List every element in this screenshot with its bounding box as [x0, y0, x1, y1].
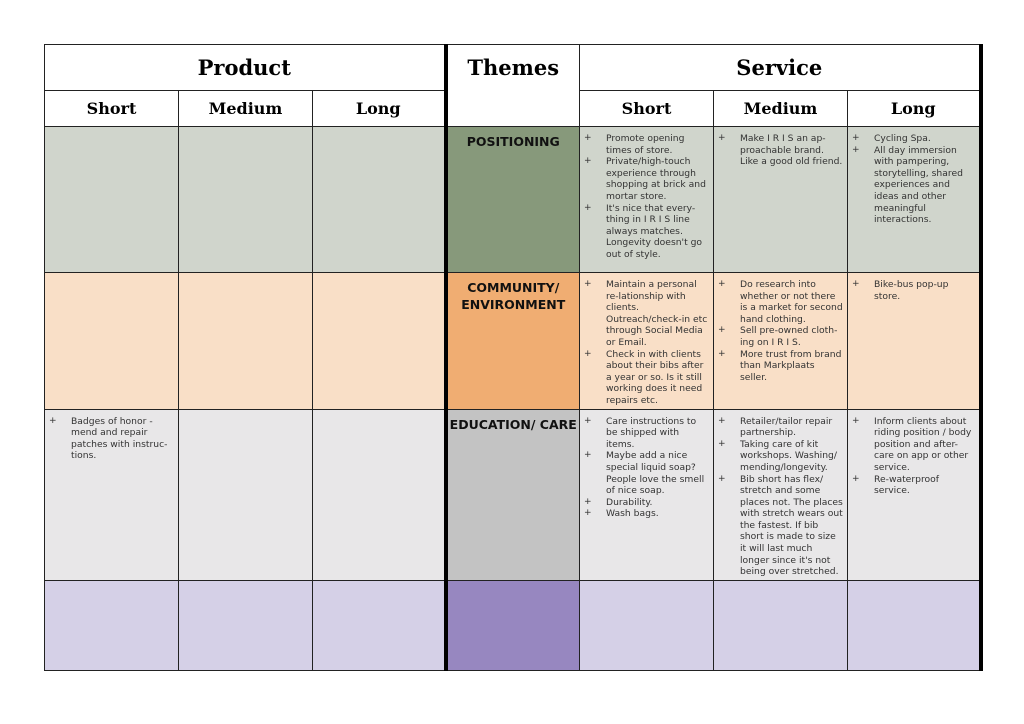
bullet-item: Sell pre-owned cloth-ing on I R I S.	[718, 325, 843, 348]
product-long-cell	[312, 408, 446, 581]
bullet-item: Maintain a personal re-lationship with c…	[584, 279, 709, 349]
product-short-header: Short	[44, 90, 179, 127]
service-long-cell: Cycling Spa.All day immersion with pampe…	[846, 126, 983, 273]
bullet-item: All day immersion with pampering, storyt…	[852, 145, 975, 226]
service-short-cell: Maintain a personal re-lationship with c…	[579, 272, 714, 410]
bullet-item: Maybe add a nice special liquid soap? Pe…	[584, 450, 709, 496]
product-medium-cell	[178, 408, 313, 581]
bullet-item: Re-waterproof service.	[852, 474, 975, 497]
product-header: Product	[44, 44, 446, 91]
bullet-item: Cycling Spa.	[852, 133, 975, 145]
theme-row: COMMUNITY/ ENVIRONMENTMaintain a persona…	[44, 272, 983, 410]
bullet-item: Inform clients about riding position / b…	[852, 416, 975, 474]
theme-label: POSITIONING	[443, 126, 580, 273]
bullet-item: Bike-bus pop-up store.	[852, 279, 975, 302]
service-header: Service	[578, 44, 983, 91]
theme-row: POSITIONINGPromote opening times of stor…	[44, 126, 983, 273]
product-medium-header: Medium	[178, 90, 313, 127]
service-short-header: Short	[579, 90, 714, 127]
service-medium-cell: Make I R I S an ap-proachable brand. Lik…	[713, 126, 848, 273]
service-short-cell	[579, 579, 714, 671]
service-long-cell: Bike-bus pop-up store.	[846, 272, 983, 410]
service-medium-cell: Do research into whether or not there is…	[713, 272, 848, 410]
bullet-item: Care instructions to be shipped with ite…	[584, 416, 709, 451]
product-long-cell	[312, 126, 446, 273]
product-short-cell	[44, 579, 179, 671]
product-short-cell	[44, 126, 179, 273]
product-service-themes-matrix: Product Themes Service Short Medium Long…	[44, 44, 983, 671]
theme-label	[443, 579, 580, 671]
bullet-item: Make I R I S an ap-proachable brand. Lik…	[718, 133, 843, 168]
bullet-item: Private/high-touch experience through sh…	[584, 156, 709, 202]
service-short-cell: Promote opening times of store.Private/h…	[579, 126, 714, 273]
service-long-cell: Inform clients about riding position / b…	[846, 408, 983, 581]
product-short-cell: Badges of honor - mend and repair patche…	[44, 408, 179, 581]
service-long-header: Long	[846, 90, 983, 127]
bullet-item: Check in with clients about their bibs a…	[584, 349, 709, 407]
product-medium-cell	[178, 579, 313, 671]
product-long-cell	[312, 579, 446, 671]
bullet-item: Taking care of kit workshops. Washing/ m…	[718, 439, 843, 474]
bullet-item: Promote opening times of store.	[584, 133, 709, 156]
product-short-cell	[44, 272, 179, 410]
product-medium-cell	[178, 126, 313, 273]
service-long-cell	[846, 579, 983, 671]
product-long-header: Long	[312, 90, 446, 127]
theme-label: COMMUNITY/ ENVIRONMENT	[443, 272, 580, 410]
product-long-cell	[312, 272, 446, 410]
bullet-item: It's nice that every-thing in I R I S li…	[584, 203, 709, 261]
bullet-item: Retailer/tailor repair partnership.	[718, 416, 843, 439]
theme-label: EDUCATION/ CARE	[443, 408, 580, 581]
themes-header: Themes	[443, 44, 580, 127]
service-medium-header: Medium	[713, 90, 848, 127]
bullet-item: Badges of honor - mend and repair patche…	[49, 416, 174, 462]
bullet-item: More trust from brand than Markplaats se…	[718, 349, 843, 384]
theme-row	[44, 579, 983, 671]
bullet-item: Durability.	[584, 497, 709, 509]
service-medium-cell	[713, 579, 848, 671]
service-medium-cell: Retailer/tailor repair partnership.Takin…	[713, 408, 848, 581]
service-short-cell: Care instructions to be shipped with ite…	[579, 408, 714, 581]
bullet-item: Bib short has flex/ stretch and some pla…	[718, 474, 843, 578]
product-medium-cell	[178, 272, 313, 410]
bullet-item: Wash bags.	[584, 508, 709, 520]
bullet-item: Do research into whether or not there is…	[718, 279, 843, 325]
theme-row: Badges of honor - mend and repair patche…	[44, 408, 983, 581]
